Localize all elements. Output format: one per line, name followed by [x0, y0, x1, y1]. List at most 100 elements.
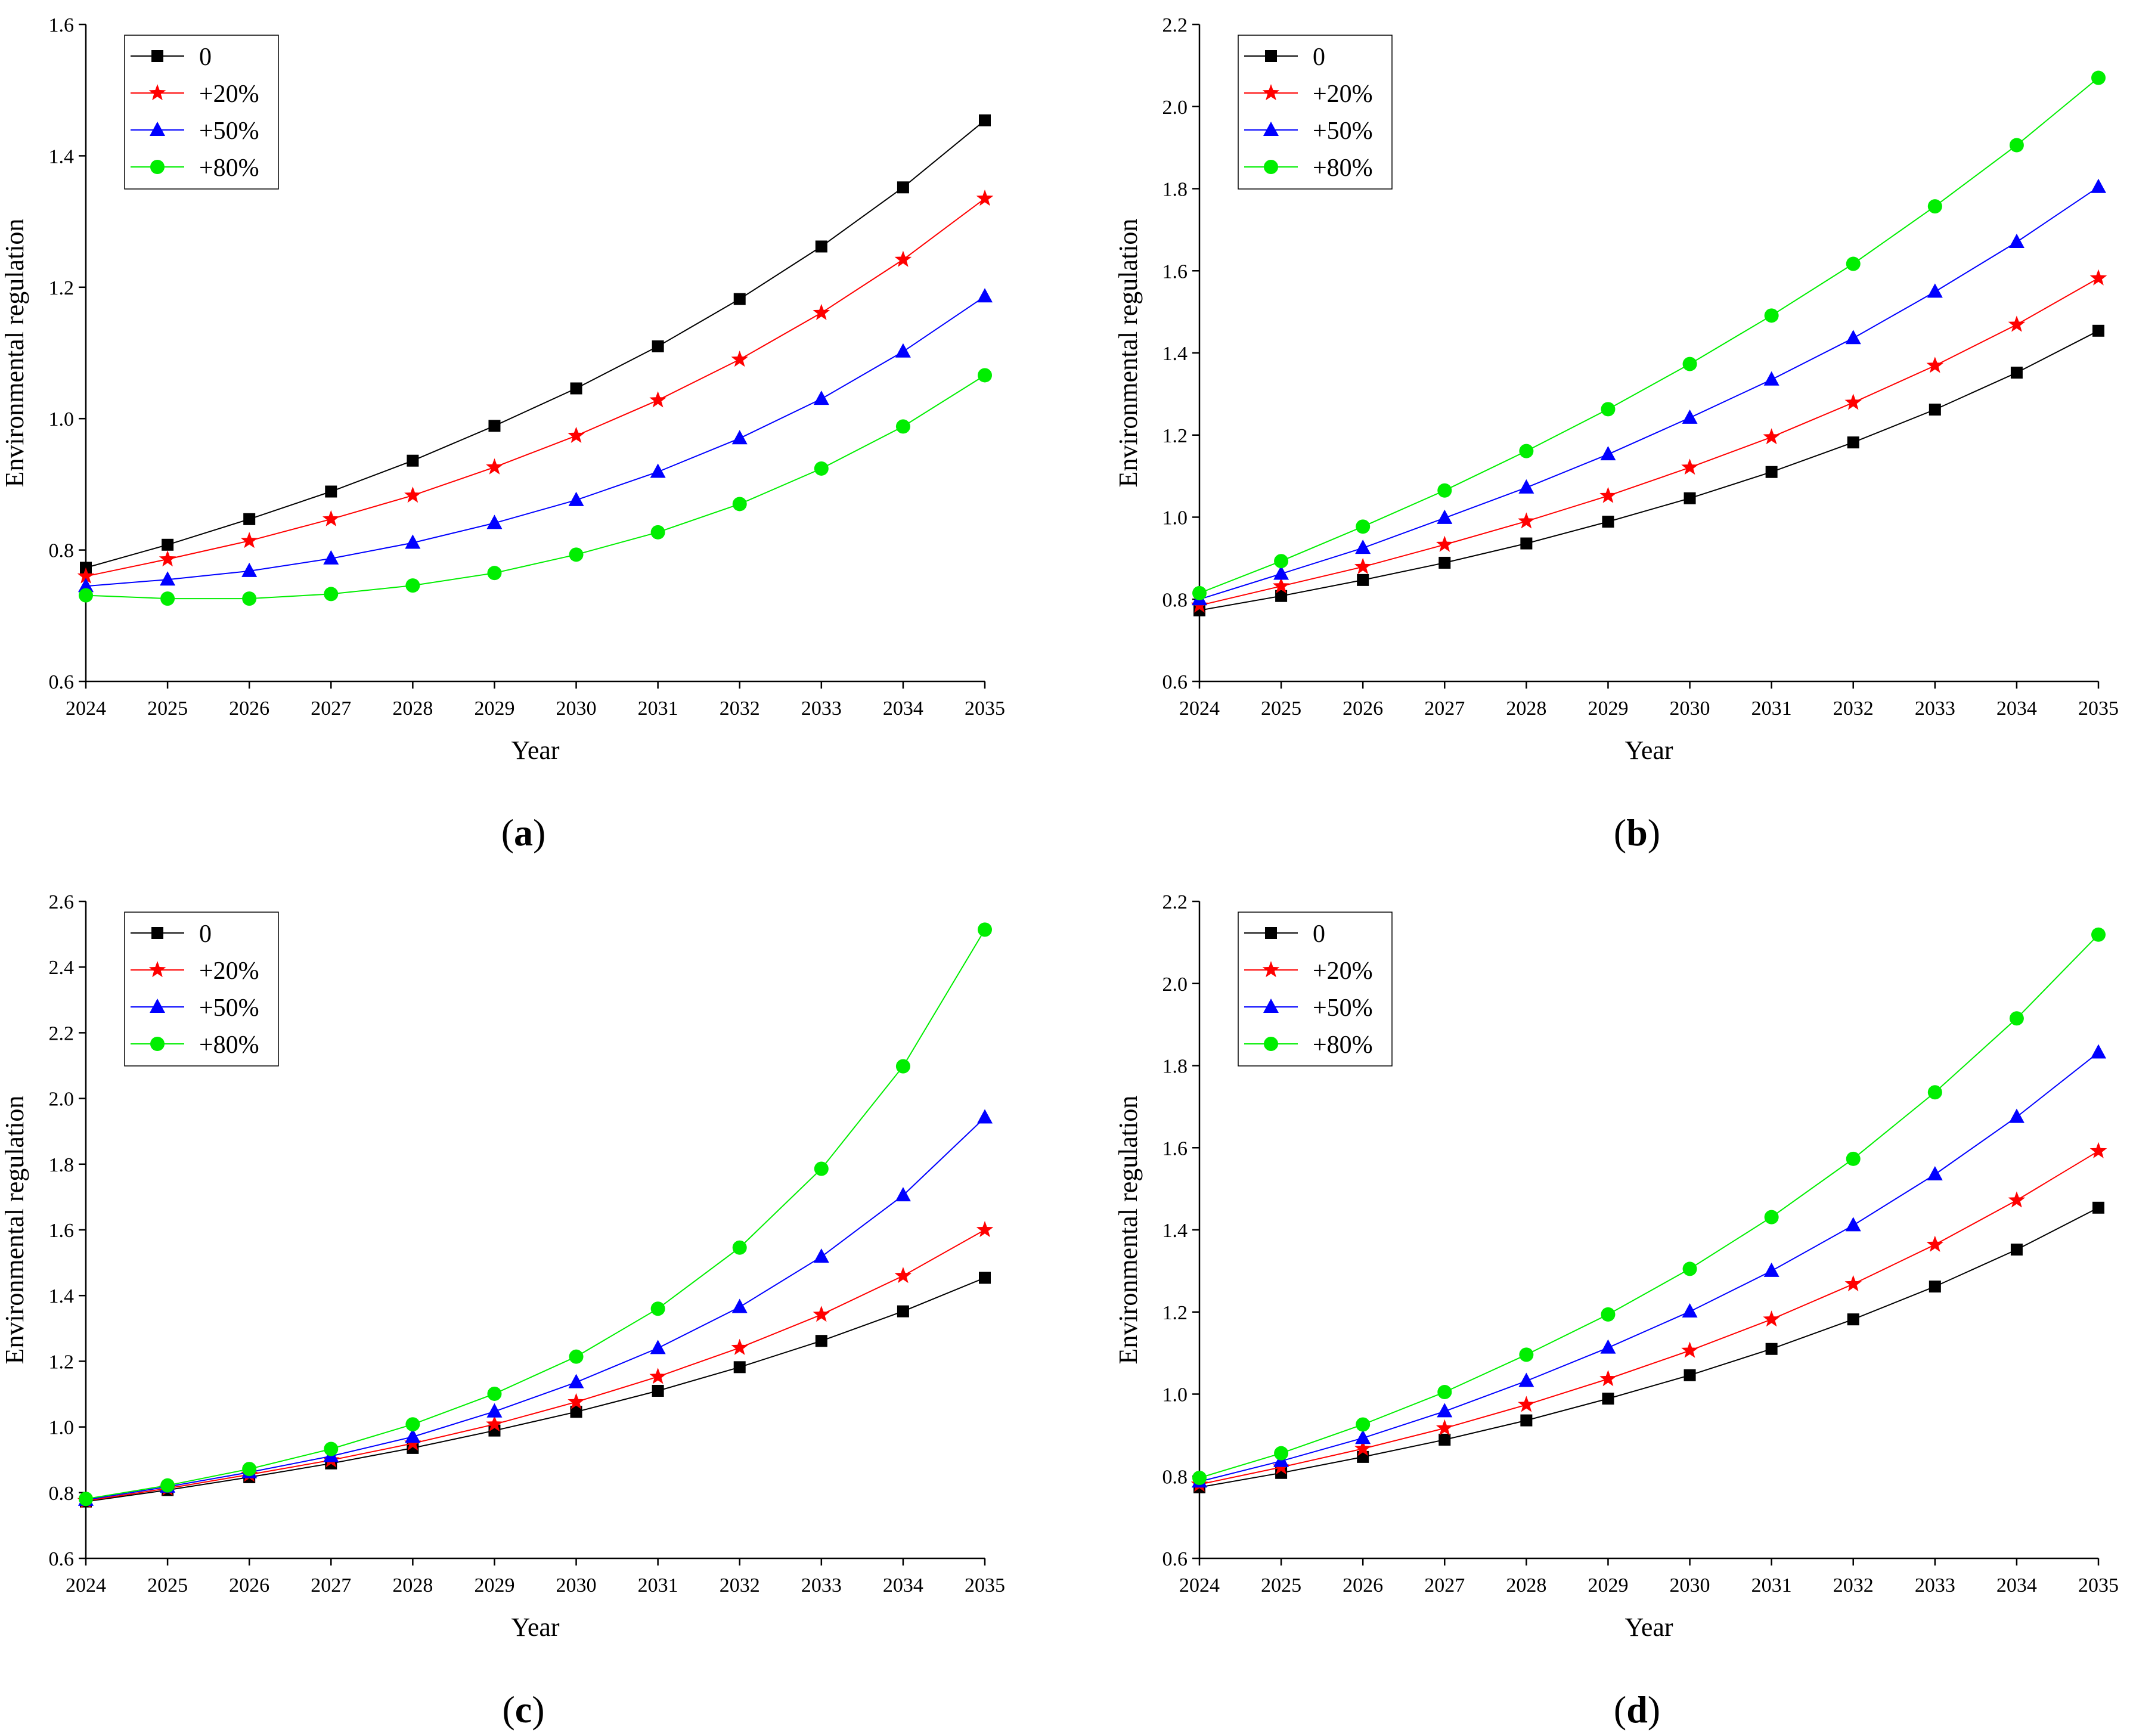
data-point: [1681, 1341, 1698, 1358]
legend-marker: [1264, 160, 1278, 174]
x-tick-label: 2035: [965, 698, 1005, 720]
data-point: [486, 458, 503, 475]
legend-label: +50%: [199, 994, 259, 1022]
data-point: [1845, 330, 1861, 345]
series-line: [1199, 186, 2099, 600]
legend-entry: +20%: [131, 80, 259, 108]
data-point: [732, 497, 747, 512]
x-tick-label: 2025: [147, 698, 188, 720]
x-tick-label: 2026: [1343, 1574, 1383, 1596]
x-tick-label: 2029: [474, 1574, 514, 1596]
x-tick-label: 2025: [1261, 698, 1301, 720]
x-tick-label: 2028: [1506, 698, 1546, 720]
data-point: [894, 250, 912, 267]
data-point: [488, 420, 501, 432]
x-tick-label: 2034: [883, 1574, 923, 1596]
data-point: [813, 1248, 829, 1263]
panel-label: (d): [1614, 1688, 1660, 1731]
data-point: [1601, 1307, 1616, 1322]
y-tick-label: 1.4: [1162, 343, 1188, 365]
legend-marker: [1265, 927, 1277, 939]
series-0: [1193, 1201, 2104, 1493]
data-point: [1275, 590, 1288, 602]
data-point: [569, 547, 584, 562]
legend-entry: +20%: [1244, 80, 1373, 108]
legend-entry: 0: [131, 920, 212, 948]
data-point: [240, 532, 258, 548]
data-point: [2092, 1201, 2104, 1214]
data-point: [2010, 367, 2023, 379]
data-point: [976, 190, 994, 206]
data-point: [1682, 1261, 1697, 1276]
data-point: [1436, 1419, 1453, 1436]
data-point: [2008, 1108, 2025, 1123]
series-1: [1190, 1142, 2107, 1492]
data-point: [2091, 70, 2106, 85]
legend-entry: +80%: [1244, 1031, 1373, 1059]
y-tick-label: 1.0: [1162, 1384, 1188, 1406]
y-axis-title: Environmental regulation: [1114, 1096, 1143, 1365]
data-point: [2008, 315, 2026, 332]
x-tick-label: 2030: [1670, 698, 1710, 720]
data-point: [323, 510, 340, 526]
data-point: [1765, 466, 1778, 478]
y-tick-label: 0.8: [1162, 589, 1188, 611]
data-point: [570, 382, 582, 395]
data-point: [1274, 554, 1289, 569]
legend-label: +80%: [199, 1031, 259, 1059]
data-point: [650, 463, 666, 478]
data-point: [732, 1240, 747, 1255]
x-tick-label: 2029: [1588, 698, 1628, 720]
data-point: [2008, 234, 2025, 249]
data-point: [1764, 308, 1779, 323]
data-point: [405, 1417, 420, 1432]
legend-marker: [150, 160, 165, 174]
data-point: [977, 1109, 993, 1124]
data-point: [649, 391, 666, 408]
data-point: [1763, 428, 1780, 445]
data-point: [1602, 516, 1614, 528]
data-point: [1846, 1151, 1861, 1166]
data-point: [1520, 537, 1533, 550]
data-point: [1684, 1369, 1696, 1381]
series-1: [1190, 269, 2107, 613]
data-point: [1601, 402, 1616, 417]
data-point: [1684, 492, 1696, 504]
data-point: [895, 1059, 910, 1074]
data-point: [897, 181, 909, 194]
data-point: [407, 454, 419, 467]
legend-marker: [150, 122, 165, 136]
x-tick-label: 2028: [1506, 1574, 1546, 1596]
data-point: [162, 538, 174, 551]
data-point: [77, 567, 95, 584]
data-point: [2092, 324, 2104, 337]
data-point: [324, 1442, 339, 1456]
data-point: [1763, 371, 1779, 386]
x-axis-title: Year: [511, 1613, 559, 1642]
legend-marker: [1264, 1037, 1278, 1051]
y-tick-label: 1.6: [49, 1220, 75, 1242]
data-point: [895, 1187, 911, 1202]
legend-label: +50%: [199, 117, 259, 145]
data-point: [160, 1478, 175, 1493]
x-tick-label: 2026: [229, 698, 269, 720]
x-tick-label: 2026: [229, 1574, 269, 1596]
y-tick-label: 2.2: [1162, 891, 1188, 913]
legend-entry: 0: [131, 44, 212, 71]
x-tick-label: 2028: [392, 698, 433, 720]
panel-label: (a): [501, 811, 546, 854]
data-point: [79, 588, 93, 603]
legend-label: +20%: [1313, 80, 1373, 108]
x-tick-label: 2030: [1670, 1574, 1710, 1596]
legend-marker: [1263, 999, 1279, 1013]
data-point: [2089, 269, 2107, 286]
legend-entry: +80%: [131, 154, 259, 182]
legend-entry: +50%: [131, 117, 259, 145]
data-point: [1520, 1414, 1533, 1427]
data-point: [1926, 1235, 1944, 1252]
x-tick-label: 2032: [1833, 1574, 1874, 1596]
x-tick-label: 2030: [556, 1574, 597, 1596]
data-point: [1355, 540, 1371, 554]
y-tick-label: 1.0: [49, 1417, 75, 1439]
data-point: [652, 340, 664, 352]
